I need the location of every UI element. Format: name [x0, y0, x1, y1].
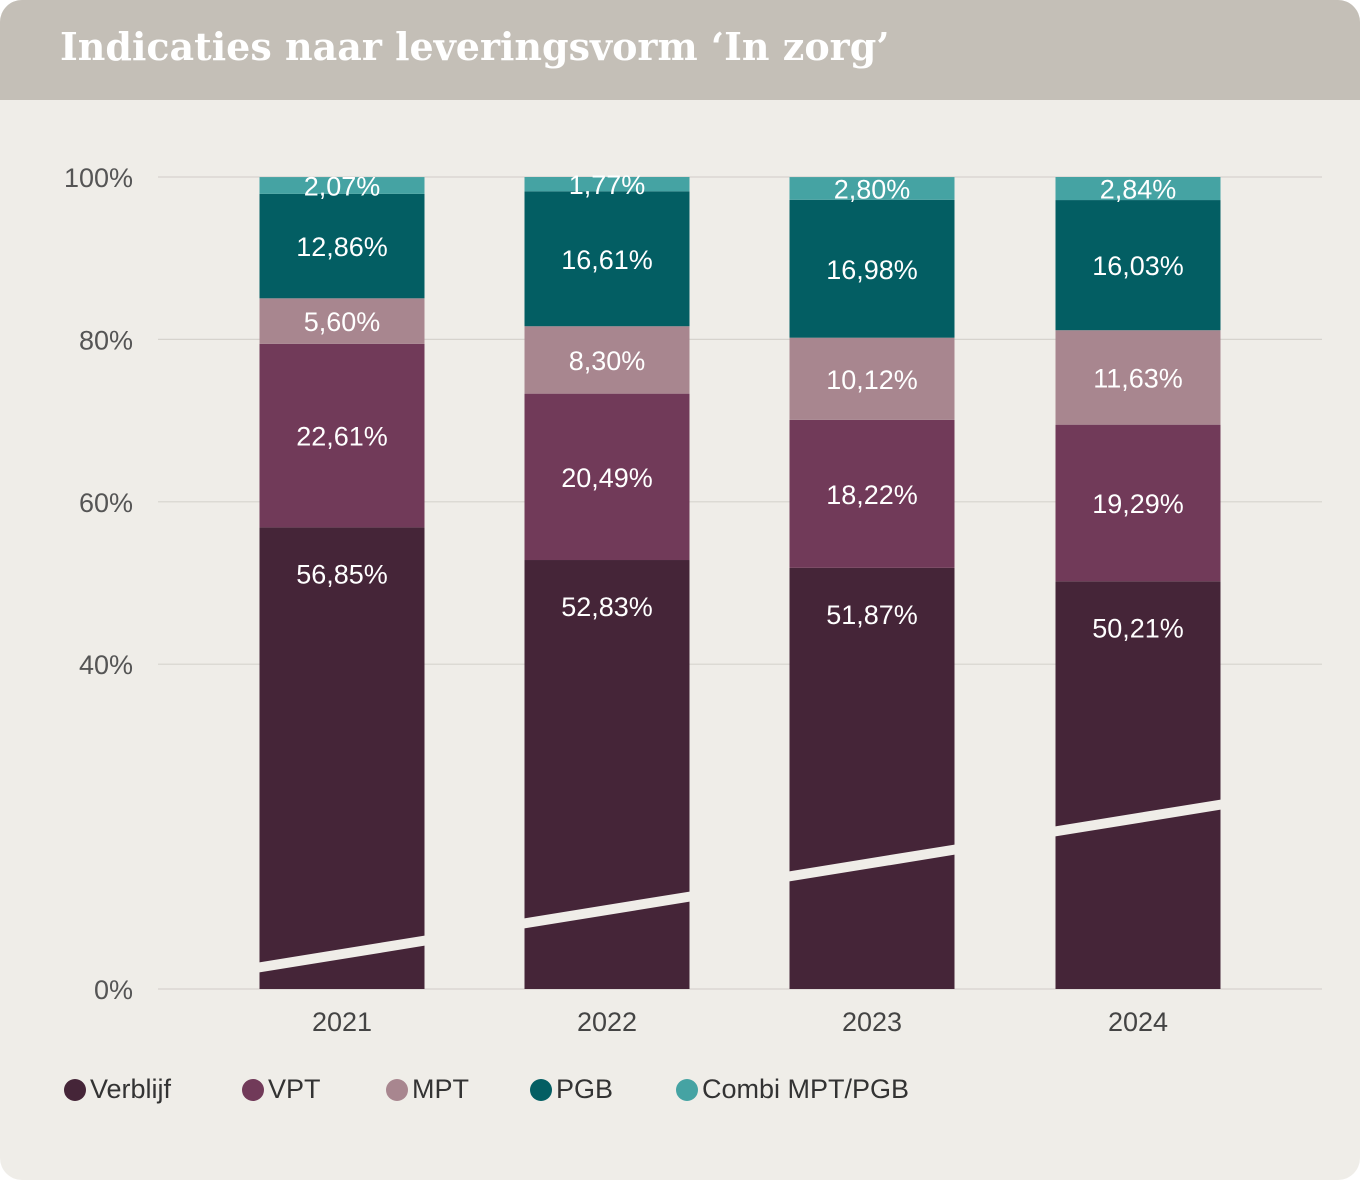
legend-item: MPT	[386, 1074, 469, 1105]
legend-item: VPT	[242, 1074, 321, 1105]
data-label: 16,98%	[826, 255, 918, 285]
data-label: 50,21%	[1092, 613, 1184, 643]
data-label: 12,86%	[296, 232, 388, 262]
bar-segment-mpt-2022	[524, 326, 690, 394]
legend-label: Verblijf	[90, 1074, 172, 1104]
data-label: 51,87%	[826, 600, 918, 630]
bar-segment-mpt-2021	[259, 298, 425, 344]
data-label: 52,83%	[561, 592, 653, 622]
data-label: 8,30%	[569, 346, 646, 376]
data-label: 2,84%	[1100, 175, 1177, 205]
bar-segment-verblijf-2023	[789, 567, 955, 989]
data-label: 22,61%	[296, 422, 388, 452]
data-label: 10,12%	[826, 365, 918, 395]
axis-break-mark	[519, 891, 695, 929]
legend-item: Verblijf	[64, 1074, 171, 1105]
legend-swatch	[242, 1078, 264, 1101]
bar-segment-pgb-2021	[259, 193, 425, 299]
data-label: 16,03%	[1092, 251, 1184, 281]
legend-label: VPT	[268, 1074, 321, 1104]
data-label: 20,49%	[561, 463, 653, 493]
bar-segment-combi-mpt-pgb-2023	[789, 177, 955, 200]
x-tick-label: 2023	[842, 1007, 902, 1037]
data-label: 1,77%	[569, 170, 646, 200]
y-tick-label: 100%	[64, 163, 133, 193]
y-tick-label: 60%	[79, 488, 133, 518]
data-label: 2,07%	[304, 171, 381, 201]
bar-segment-vpt-2022	[524, 393, 690, 561]
axis-break-mark	[1050, 799, 1226, 837]
legend-item: Combi MPT/PGB	[676, 1074, 909, 1105]
x-tick-label: 2021	[312, 1007, 372, 1037]
bar-segment-pgb-2024	[1055, 200, 1221, 331]
data-label: 56,85%	[296, 559, 388, 589]
bar-segment-combi-mpt-pgb-2021	[259, 177, 425, 194]
bar-segment-vpt-2024	[1055, 424, 1221, 582]
legend-item: PGB	[530, 1074, 613, 1105]
y-tick-label: 0%	[94, 975, 133, 1005]
legend-swatch	[386, 1078, 408, 1101]
legend-swatch	[64, 1078, 86, 1101]
y-tick-label: 80%	[79, 325, 133, 355]
bar-segment-pgb-2023	[789, 199, 955, 338]
legend-label: MPT	[412, 1074, 469, 1104]
legend-label: PGB	[556, 1074, 614, 1104]
bar-segment-verblijf-2021	[259, 527, 425, 989]
bar-segment-combi-mpt-pgb-2022	[524, 177, 690, 192]
x-tick-label: 2022	[577, 1007, 637, 1037]
x-tick-label: 2024	[1108, 1007, 1168, 1037]
header-bar: Indicaties naar leveringsvorm ‘In zorg’	[0, 0, 1360, 100]
chart-title: Indicaties naar leveringsvorm ‘In zorg’	[60, 24, 890, 69]
axis-break-mark	[254, 935, 430, 973]
data-label: 18,22%	[826, 480, 918, 510]
data-label: 2,80%	[834, 174, 911, 204]
y-tick-label: 40%	[79, 650, 133, 680]
bar-segment-vpt-2021	[259, 343, 425, 528]
bar-segment-pgb-2022	[524, 191, 690, 327]
bar-segment-verblijf-2024	[1055, 581, 1221, 989]
data-label: 5,60%	[304, 307, 381, 337]
data-label: 16,61%	[561, 245, 653, 275]
bar-segment-verblijf-2022	[524, 560, 690, 989]
data-label: 11,63%	[1093, 363, 1183, 393]
bar-segment-mpt-2023	[789, 337, 955, 420]
bar-segment-combi-mpt-pgb-2024	[1055, 177, 1221, 201]
legend-swatch	[676, 1078, 698, 1101]
data-label: 19,29%	[1092, 489, 1184, 519]
legend-label: Combi MPT/PGB	[702, 1074, 910, 1104]
axis-break-mark	[784, 844, 960, 882]
legend-swatch	[530, 1078, 552, 1101]
bar-segment-mpt-2024	[1055, 330, 1221, 425]
bar-segment-vpt-2023	[789, 419, 955, 568]
